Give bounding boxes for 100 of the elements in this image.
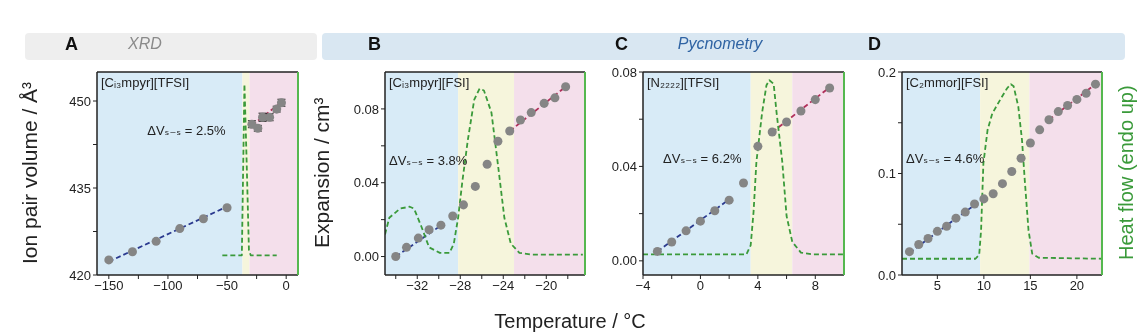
annotation: [N₂₂₂₂][TFSI] [647, 75, 720, 90]
point [539, 98, 549, 108]
y-tick-label: 0.08 [611, 64, 637, 80]
point [1063, 100, 1073, 110]
point [710, 206, 720, 216]
point [960, 207, 970, 217]
point [914, 240, 924, 250]
y-tick-label: 435 [69, 180, 91, 196]
y-tick-label: 0.2 [877, 64, 896, 80]
y-tick-label: 0.0 [877, 267, 896, 283]
x-tick-label: 0 [282, 278, 290, 294]
annotation: ΔVₛ₋ₛ = 2.5% [147, 122, 226, 138]
annotation: [Cᵢ₃mpyr][TFSI] [101, 75, 190, 90]
point [470, 181, 480, 191]
annotation: [C₂mmor][FSI] [906, 75, 989, 90]
point [904, 247, 914, 257]
point [436, 220, 446, 230]
chart-subtitle: XRD [127, 35, 163, 53]
chart-title: A [65, 34, 78, 55]
x-tick-label: −50 [216, 278, 239, 294]
point [681, 226, 691, 236]
point [979, 194, 989, 204]
point [1081, 88, 1091, 98]
y-tick-label: 450 [69, 93, 91, 109]
x-tick-label: 15 [1023, 278, 1038, 294]
point [515, 115, 525, 125]
annotation: ΔVₛ₋ₛ = 3.8% [389, 153, 468, 169]
x-tick-label: 10 [976, 278, 992, 294]
y-tick-label: 0.1 [877, 166, 896, 182]
point [652, 246, 662, 256]
y-tick-label: 420 [69, 267, 91, 283]
point [1025, 138, 1035, 148]
point [1044, 115, 1054, 125]
point [951, 213, 961, 223]
y-tick-label: 0.00 [611, 253, 637, 269]
point [724, 195, 734, 205]
point [1016, 153, 1026, 163]
annotation: ΔVₛ₋ₛ = 4.6% [906, 151, 985, 167]
point [505, 126, 515, 136]
point [424, 225, 434, 235]
annotation: [Cᵢ₃mpyr][FSI] [389, 75, 470, 90]
x-tick-label: −4 [635, 278, 651, 294]
x-tick-label: −32 [406, 278, 429, 294]
annotation: ΔVₛ₋ₛ = 6.2% [663, 151, 742, 167]
x-tick-label: −150 [94, 278, 124, 294]
point [738, 178, 749, 188]
point [482, 159, 492, 169]
line-series [643, 79, 844, 256]
point [825, 83, 835, 93]
x-tick-label: −28 [449, 278, 472, 294]
x-axis-title: Temperature / °C [493, 310, 647, 333]
y-tick-label: 0.08 [353, 101, 379, 117]
point [923, 233, 933, 243]
x-tick-label: −24 [492, 278, 515, 294]
point [942, 221, 952, 231]
chart-title: D [868, 34, 881, 55]
x-tick-label: 5 [933, 278, 941, 294]
point [1035, 125, 1045, 135]
point [175, 224, 185, 234]
x-tick-label: 0 [696, 278, 705, 294]
y-tick-label: 0.00 [353, 249, 379, 265]
point [782, 117, 792, 127]
point [767, 127, 777, 137]
point [561, 82, 571, 92]
x-tick-label: 20 [1069, 278, 1085, 294]
point [695, 216, 705, 226]
point [667, 237, 677, 247]
x-tick-label: 4 [754, 278, 762, 294]
y-tick-label: 0.04 [611, 159, 637, 175]
point [1090, 79, 1100, 89]
point [127, 247, 137, 257]
point [550, 93, 560, 103]
chart-title: B [368, 34, 381, 55]
point [932, 226, 942, 236]
point [796, 106, 806, 116]
point [1007, 166, 1017, 176]
x-tick-label: 8 [811, 278, 819, 294]
point [1072, 94, 1082, 104]
point [448, 211, 458, 221]
point [222, 203, 232, 213]
point [1053, 107, 1063, 117]
y-axis-title: Expansion / cm³ [310, 96, 334, 251]
y2-axis-title: Heat flow (endo up) [1115, 84, 1138, 263]
point [493, 136, 503, 146]
y-axis-title: Ion pair volume / Å³ [18, 80, 42, 267]
point [151, 236, 161, 246]
point [413, 233, 423, 243]
point [753, 141, 763, 151]
point [458, 200, 469, 210]
y-tick-label: 0.04 [353, 175, 379, 191]
point [997, 179, 1007, 189]
point [526, 108, 536, 118]
chart-subtitle: Pycnometry [676, 35, 764, 53]
point [198, 214, 208, 224]
x-tick-label: −20 [535, 278, 558, 294]
point [810, 95, 820, 105]
point [401, 242, 412, 252]
x-tick-label: −100 [153, 278, 183, 294]
point [970, 199, 980, 209]
point [391, 252, 401, 262]
